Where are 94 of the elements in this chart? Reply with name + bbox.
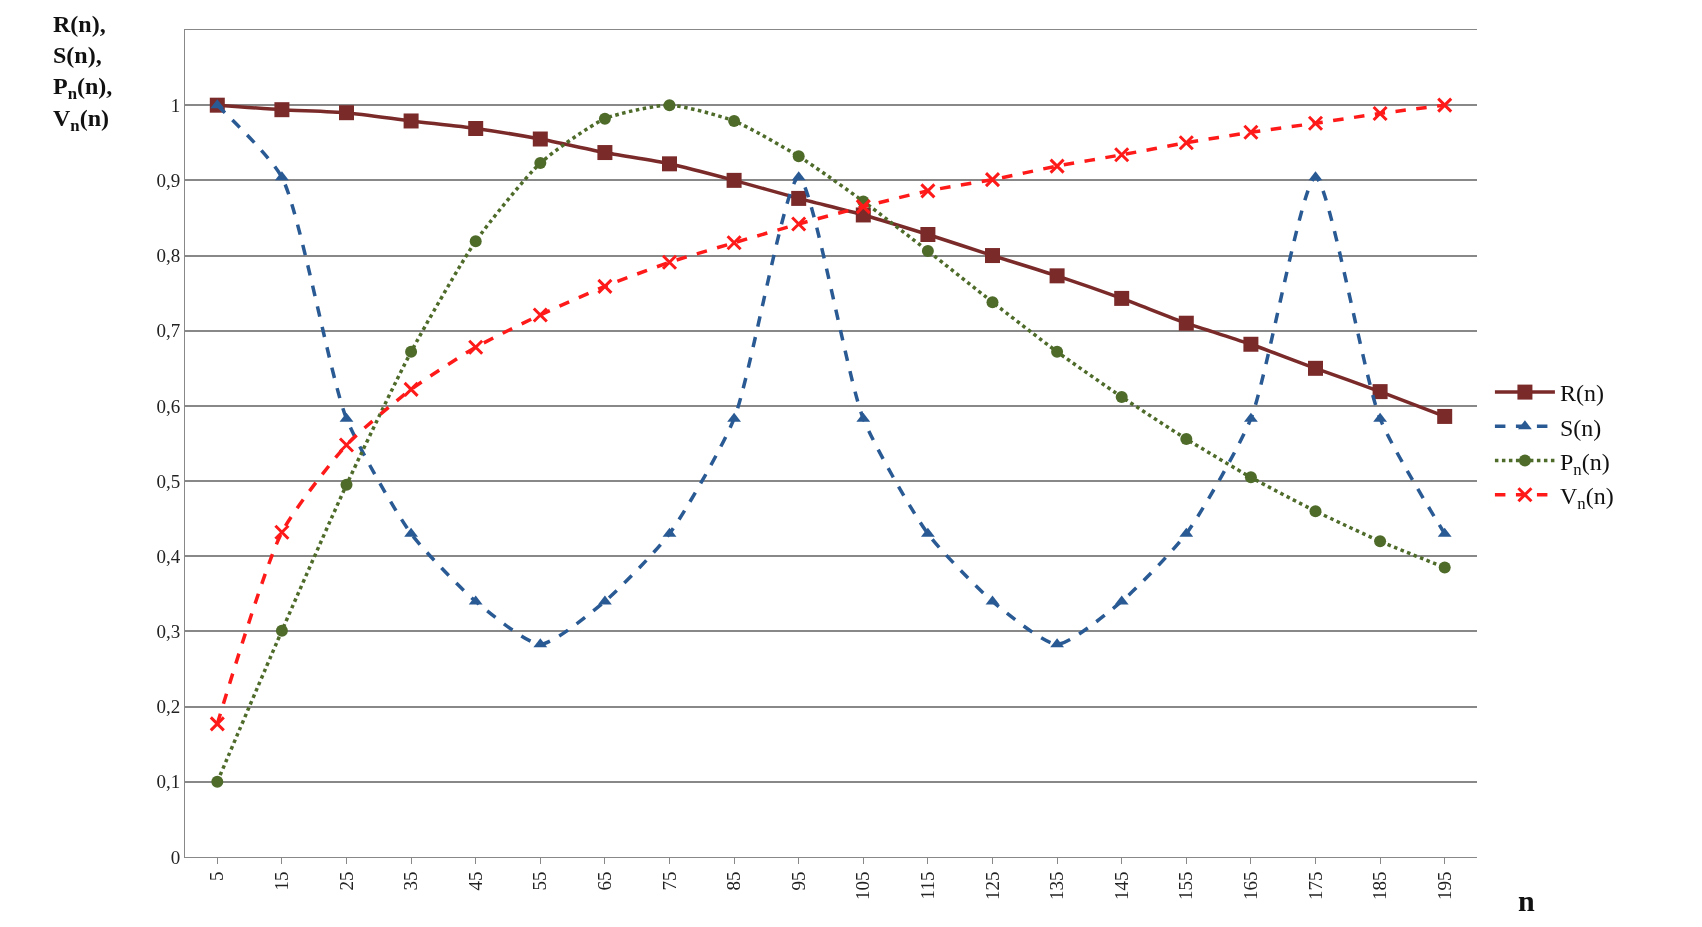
y-tick-label: 0,9 [156,170,181,192]
point [596,278,613,295]
x-tick-label: 185 [1369,871,1391,901]
point [274,102,290,118]
point [597,145,613,161]
point [532,306,549,323]
point [985,248,1000,264]
x-tick-label: 65 [594,871,616,891]
x-tick-label: 165 [1240,871,1262,901]
point [1244,471,1257,484]
x-tick-label: 85 [723,871,745,891]
point [663,99,676,112]
point [338,437,355,453]
x-tick-label: 75 [658,871,680,891]
point [340,478,353,491]
legend-label: R(n) [1559,380,1604,407]
legend-label: S(n) [1559,414,1602,441]
point [468,120,484,136]
point [469,235,482,248]
point [986,296,999,309]
x-tick-label: 25 [335,871,357,891]
x-tick-label: 175 [1304,871,1326,901]
point [1308,360,1323,376]
point [1049,268,1065,284]
x-tick-label: 135 [1046,871,1068,901]
point [1372,105,1389,122]
point [919,182,936,199]
point [726,234,743,251]
point [1114,290,1130,306]
y-tick-label: 0 [170,846,181,868]
point [1436,97,1453,114]
point [1307,115,1324,132]
x-tick-label: 45 [464,871,486,891]
point [792,150,805,163]
y-tick-label: 0,5 [156,470,181,492]
y-tick-label: 0,2 [156,696,181,718]
point [598,112,611,125]
point [1115,390,1128,403]
y-tick-label: 0,8 [156,245,181,267]
y-tick-label: 0,7 [156,320,181,342]
x-tick-label: 35 [400,871,422,891]
y-tick-label: 1 [170,94,181,116]
x-tick-label: 125 [981,871,1003,901]
legend-label: V$_{n}$(n) [1559,483,1614,514]
point [211,775,224,788]
point [339,105,354,121]
y-axis-title: R(n), S(n), P$_{n}$(n), V$_{n}$(n) [53,11,113,135]
x-tick-label: 115 [917,871,939,900]
point [275,624,288,637]
y-tick-label: 0,4 [156,545,181,567]
point [405,345,418,358]
point [1438,561,1451,574]
point [921,245,934,258]
point [403,113,419,129]
point [1051,345,1064,358]
point [791,190,807,206]
x-tick-label: 155 [1175,871,1197,901]
point [661,254,678,271]
point [1178,134,1195,151]
point [273,524,290,541]
x-tick-label: 105 [852,871,874,901]
point [1372,384,1388,400]
y-tick-label: 0,6 [156,395,181,417]
x-tick-label: 15 [271,871,293,891]
x-tick-label: 195 [1433,871,1455,901]
point [534,157,547,170]
y-tick-label: 0,3 [156,621,181,643]
point [1180,432,1193,445]
point [1243,336,1259,352]
point [209,715,226,732]
x-tick-label: 95 [787,871,809,891]
point [855,198,872,215]
point [726,172,742,188]
point [984,171,1001,188]
x-tick-label: 5 [206,871,228,882]
point [1242,124,1259,141]
x-tick-label: 145 [1110,871,1132,901]
point [403,381,420,398]
y-tick-label: 0,1 [156,771,181,793]
point [1437,408,1453,424]
point [920,226,936,242]
point [1309,505,1322,518]
point [1113,146,1130,163]
point [532,131,548,147]
legend-label: P$_{n}$(n) [1559,448,1610,479]
point [728,114,741,127]
point [662,156,677,172]
point [1049,158,1066,175]
point [790,215,807,232]
x-tick-label: 55 [529,871,551,891]
point [467,339,484,356]
x-axis-title: n [1518,884,1535,917]
point [1374,535,1387,548]
point [1178,315,1194,331]
